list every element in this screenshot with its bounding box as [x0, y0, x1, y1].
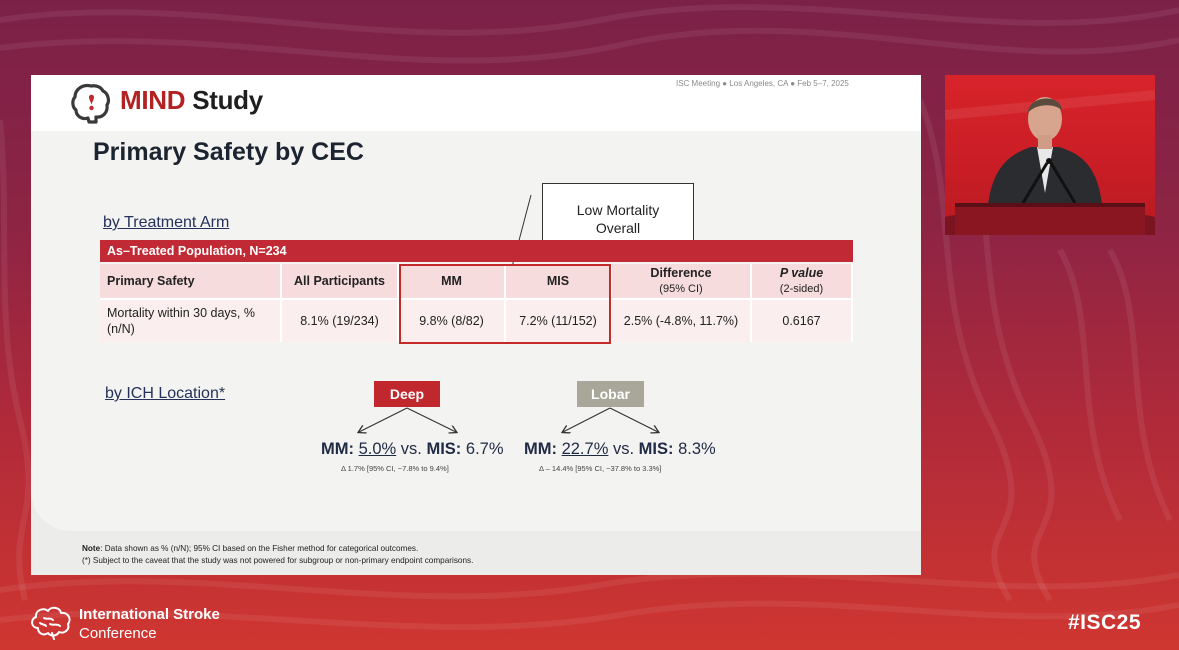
- mind-study-logo: MIND Study: [120, 85, 263, 116]
- table-header-cell: Difference (95% CI): [612, 264, 752, 300]
- brain-logo-icon: [71, 83, 110, 124]
- lobar-difference-note: Δ – 14.4% [95% CI, −37.8% to 3.3%]: [539, 464, 662, 473]
- section-heading-ich-location: by ICH Location*: [105, 385, 226, 402]
- slide-title: Primary Safety by CEC: [93, 138, 364, 166]
- table-cell: 0.6167: [752, 300, 853, 342]
- conference-hashtag: #ISC25: [1068, 611, 1142, 634]
- table-header-cell: MIS: [506, 264, 612, 300]
- deep-location-badge: Deep: [374, 381, 440, 407]
- deep-difference-note: Δ 1.7% [95% CI, −7.8% to 9.4%]: [341, 464, 449, 473]
- lobar-location-badge: Lobar: [577, 381, 644, 407]
- footnote-note: Note: Data shown as % (n/N); 95% CI base…: [82, 544, 419, 553]
- lobar-comparison: MM: 22.7% vs. MIS: 8.3%: [524, 440, 716, 458]
- speaker-video-feed: [945, 75, 1155, 235]
- table-cell: 8.1% (19/234): [282, 300, 399, 342]
- callout-text: Low Mortality Overall: [576, 202, 660, 236]
- logo-word-mind: MIND: [120, 85, 186, 115]
- meeting-info: ISC Meeting ● Los Angeles, CA ● Feb 5–7,…: [676, 79, 849, 88]
- section-heading-treatment-arm: by Treatment Arm: [103, 214, 230, 231]
- population-banner: As–Treated Population, N=234: [100, 240, 853, 262]
- logo-word-study: Study: [192, 85, 263, 115]
- slide-footnote: Note: Data shown as % (n/N); 95% CI base…: [82, 543, 473, 567]
- presentation-slide: MIND Study ISC Meeting ● Los Angeles, CA…: [31, 75, 921, 575]
- conference-name-line1: International Stroke: [79, 606, 220, 623]
- table-header-cell: MM: [399, 264, 506, 300]
- primary-safety-table: Primary Safety All Participants MM MIS D…: [100, 264, 853, 342]
- speaker-image: [945, 90, 1155, 235]
- conference-name: International Stroke Conference: [79, 605, 220, 643]
- table-header-row: Primary Safety All Participants MM MIS D…: [100, 264, 853, 300]
- table-row: Mortality within 30 days, % (n/N) 8.1% (…: [100, 300, 853, 342]
- conference-name-line2: Conference: [79, 625, 157, 642]
- table-cell: 7.2% (11/152): [506, 300, 612, 342]
- table-cell: 2.5% (-4.8%, 11.7%): [612, 300, 752, 342]
- table-header-cell: All Participants: [282, 264, 399, 300]
- table-header-cell: P value (2-sided): [752, 264, 853, 300]
- table-cell: Mortality within 30 days, % (n/N): [100, 300, 282, 342]
- table-cell: 9.8% (8/82): [399, 300, 506, 342]
- table-header-cell: Primary Safety: [100, 264, 282, 300]
- slide-body: [31, 131, 921, 575]
- deep-comparison: MM: 5.0% vs. MIS: 6.7%: [321, 440, 504, 458]
- conference-brain-icon: [31, 606, 71, 640]
- footnote-caveat: (*) Subject to the caveat that the study…: [82, 556, 474, 565]
